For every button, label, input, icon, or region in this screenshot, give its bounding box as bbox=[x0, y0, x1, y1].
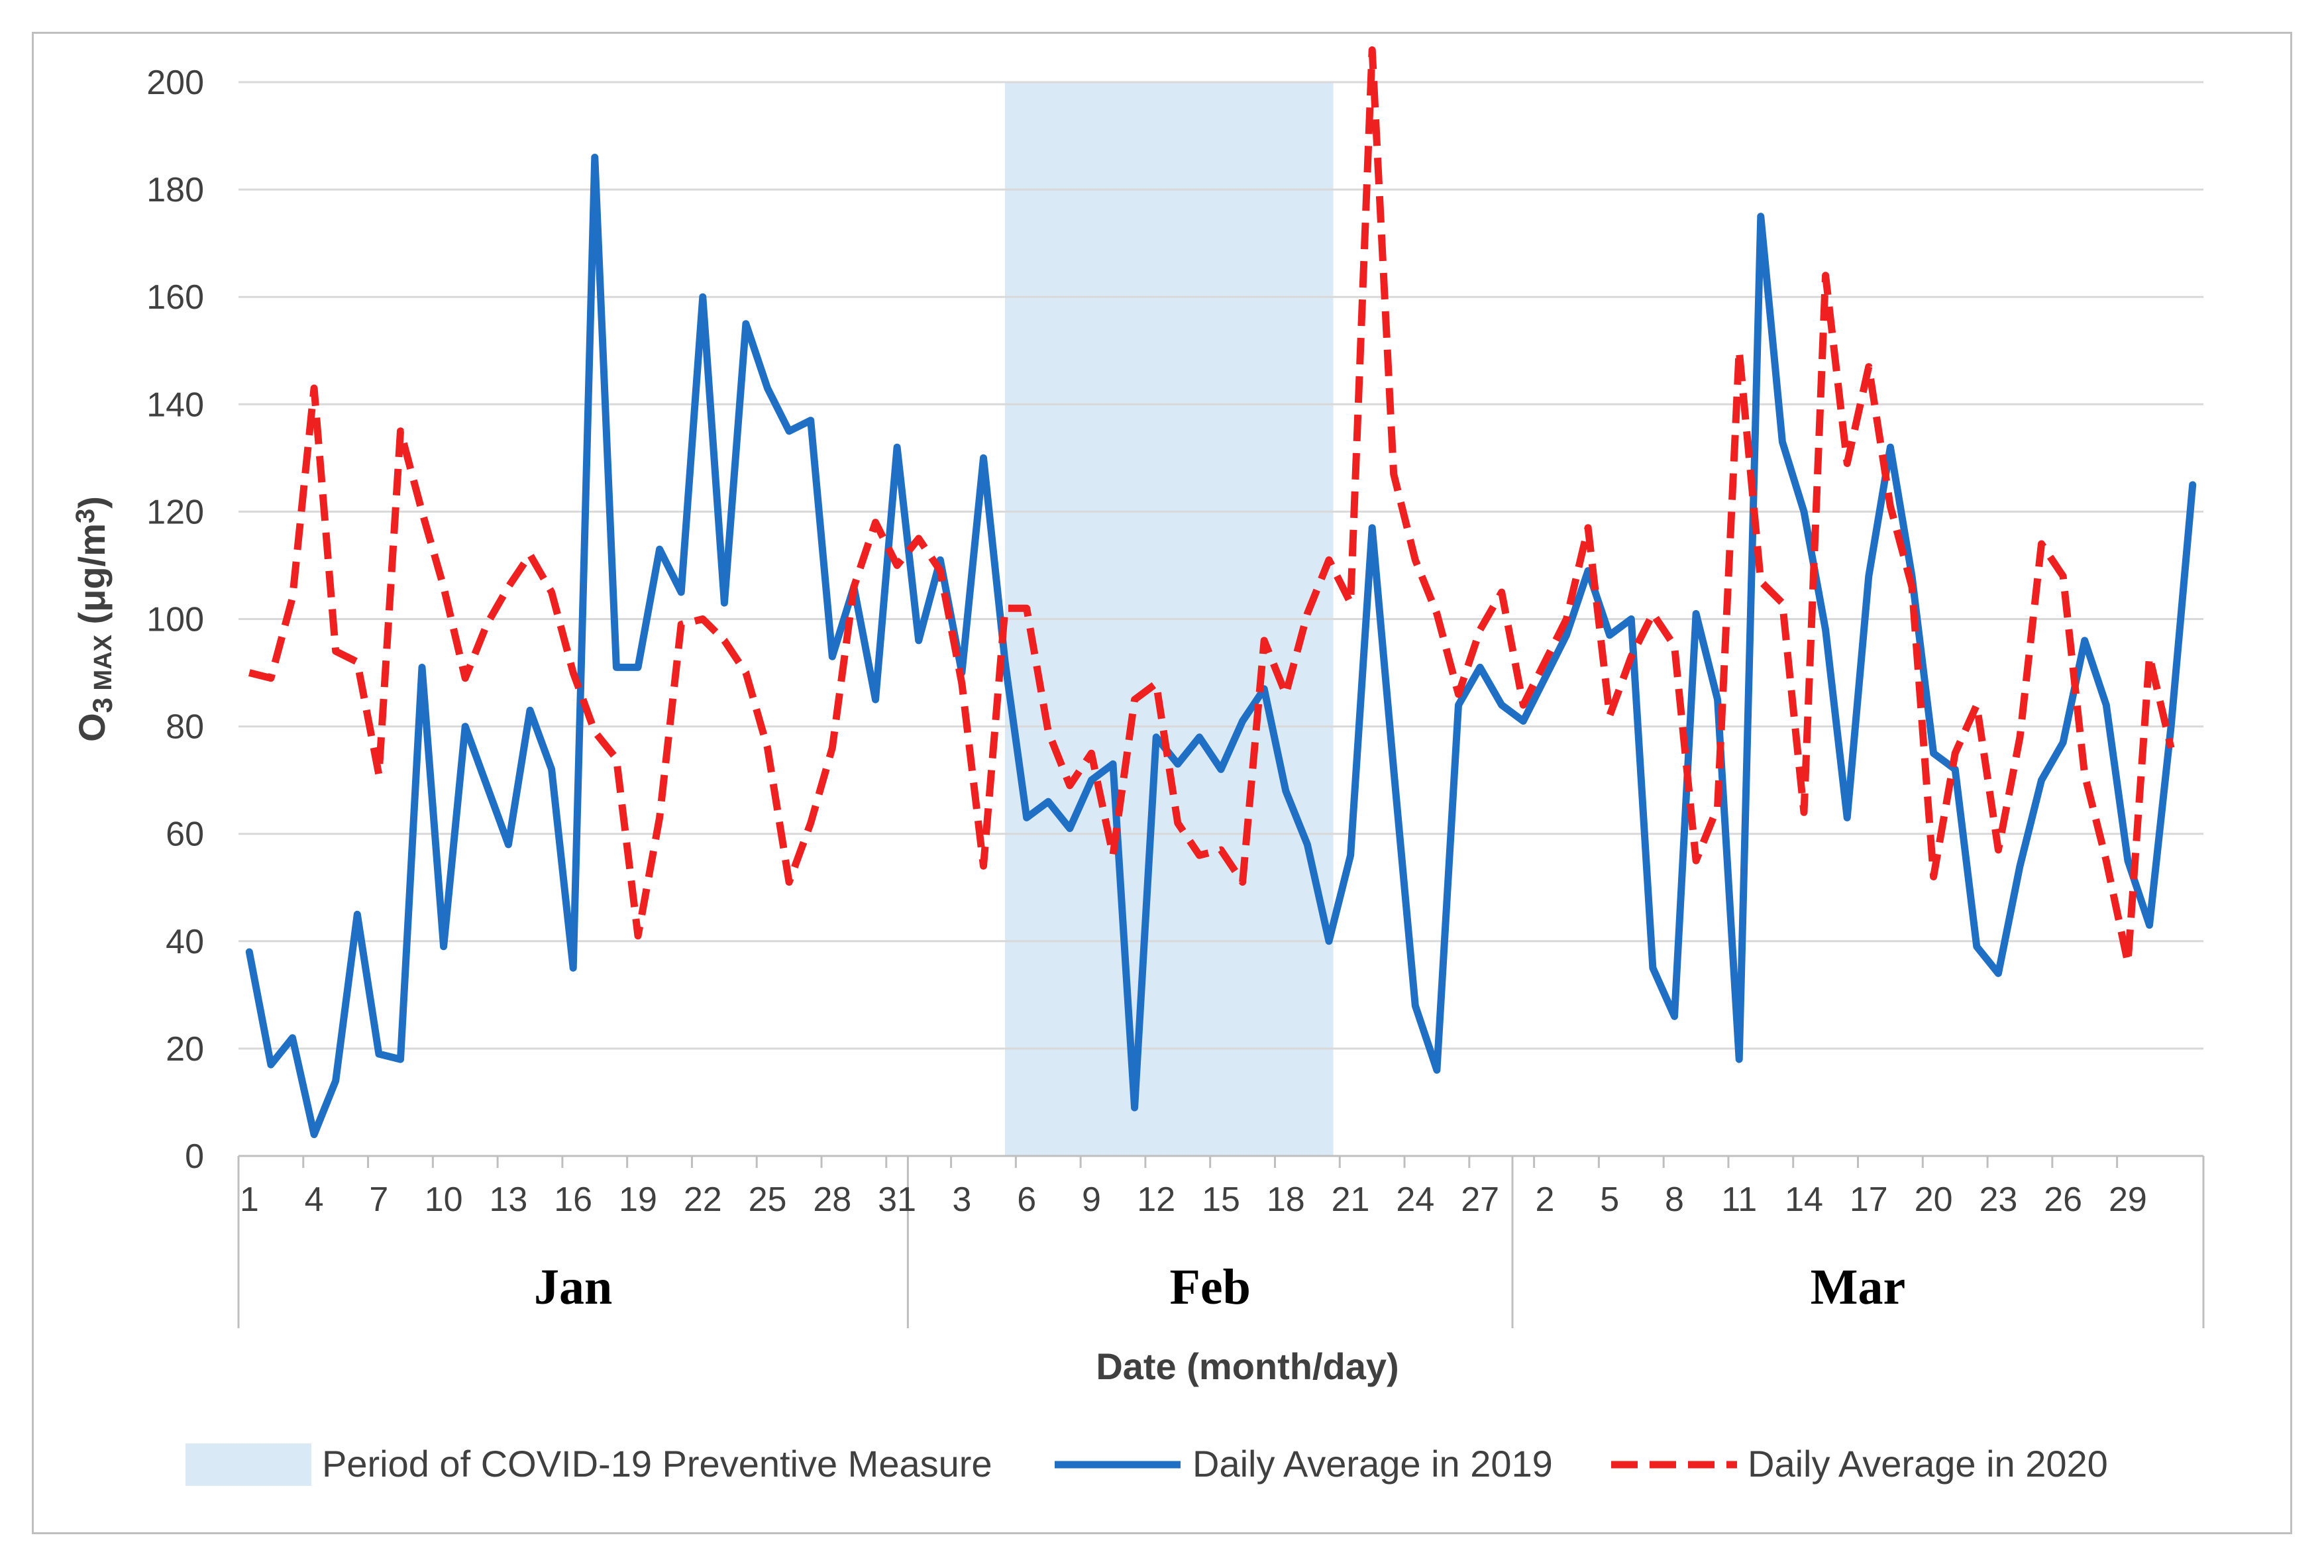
x-tick-label: 25 bbox=[749, 1180, 787, 1219]
x-tick-label: 8 bbox=[1665, 1180, 1684, 1219]
legend-label-2019: Daily Average in 2019 bbox=[1192, 1443, 1553, 1485]
y-tick-label: 180 bbox=[146, 171, 204, 209]
y-tick-label: 40 bbox=[166, 923, 204, 961]
x-tick-label: 2 bbox=[1535, 1180, 1554, 1219]
x-tick-label: 26 bbox=[2044, 1180, 2082, 1219]
month-label-jan: Jan bbox=[534, 1259, 612, 1315]
y-tick-label: 0 bbox=[185, 1137, 204, 1176]
y-tick-label: 160 bbox=[146, 278, 204, 317]
x-tick-label: 16 bbox=[554, 1180, 592, 1219]
x-tick-label: 21 bbox=[1332, 1180, 1370, 1219]
y-tick-label: 60 bbox=[166, 815, 204, 854]
x-tick-label: 31 bbox=[878, 1180, 916, 1219]
x-tick-label: 18 bbox=[1267, 1180, 1305, 1219]
x-tick-label: 3 bbox=[952, 1180, 971, 1219]
x-tick-label: 23 bbox=[1979, 1180, 2017, 1219]
x-tick-label: 12 bbox=[1137, 1180, 1175, 1219]
legend-swatch-covid-period bbox=[185, 1443, 311, 1486]
x-tick-label: 5 bbox=[1600, 1180, 1619, 1219]
x-tick-label: 22 bbox=[684, 1180, 722, 1219]
month-label-mar: Mar bbox=[1811, 1259, 1905, 1315]
x-tick-label: 17 bbox=[1850, 1180, 1888, 1219]
x-tick-label: 13 bbox=[489, 1180, 527, 1219]
x-tick-label: 11 bbox=[1721, 1180, 1757, 1219]
x-tick-label: 27 bbox=[1461, 1180, 1499, 1219]
x-tick-label: 7 bbox=[369, 1180, 388, 1219]
x-axis-title: Date (month/day) bbox=[1096, 1345, 1399, 1387]
x-tick-label: 14 bbox=[1785, 1180, 1823, 1219]
x-tick-label: 10 bbox=[425, 1180, 463, 1219]
x-tick-label: 20 bbox=[1915, 1180, 1953, 1219]
series-line-2020 bbox=[248, 46, 2175, 967]
legend-label-2020: Daily Average in 2020 bbox=[1748, 1443, 2108, 1485]
y-tick-label: 120 bbox=[146, 493, 204, 531]
x-tick-label: 28 bbox=[813, 1180, 851, 1219]
y-tick-label: 100 bbox=[146, 601, 204, 639]
x-tick-label: 19 bbox=[619, 1180, 657, 1219]
legend-label-covid-period: Period of COVID-19 Preventive Measure bbox=[322, 1443, 992, 1485]
x-tick-label: 9 bbox=[1082, 1180, 1101, 1219]
series-line-2019 bbox=[245, 154, 2197, 1139]
y-tick-label: 140 bbox=[146, 386, 204, 424]
x-tick-label: 6 bbox=[1017, 1180, 1036, 1219]
x-tick-label: 1 bbox=[240, 1180, 259, 1219]
x-tick-label: 29 bbox=[2109, 1180, 2147, 1219]
y-axis-title: O3 MAX (μg/m3) bbox=[71, 496, 118, 742]
x-tick-label: 4 bbox=[305, 1180, 324, 1219]
y-tick-label: 200 bbox=[146, 64, 204, 102]
x-tick-label: 15 bbox=[1202, 1180, 1240, 1219]
month-label-feb: Feb bbox=[1169, 1259, 1250, 1315]
y-tick-label: 80 bbox=[166, 708, 204, 747]
x-tick-label: 24 bbox=[1396, 1180, 1434, 1219]
y-tick-label: 20 bbox=[166, 1030, 204, 1069]
